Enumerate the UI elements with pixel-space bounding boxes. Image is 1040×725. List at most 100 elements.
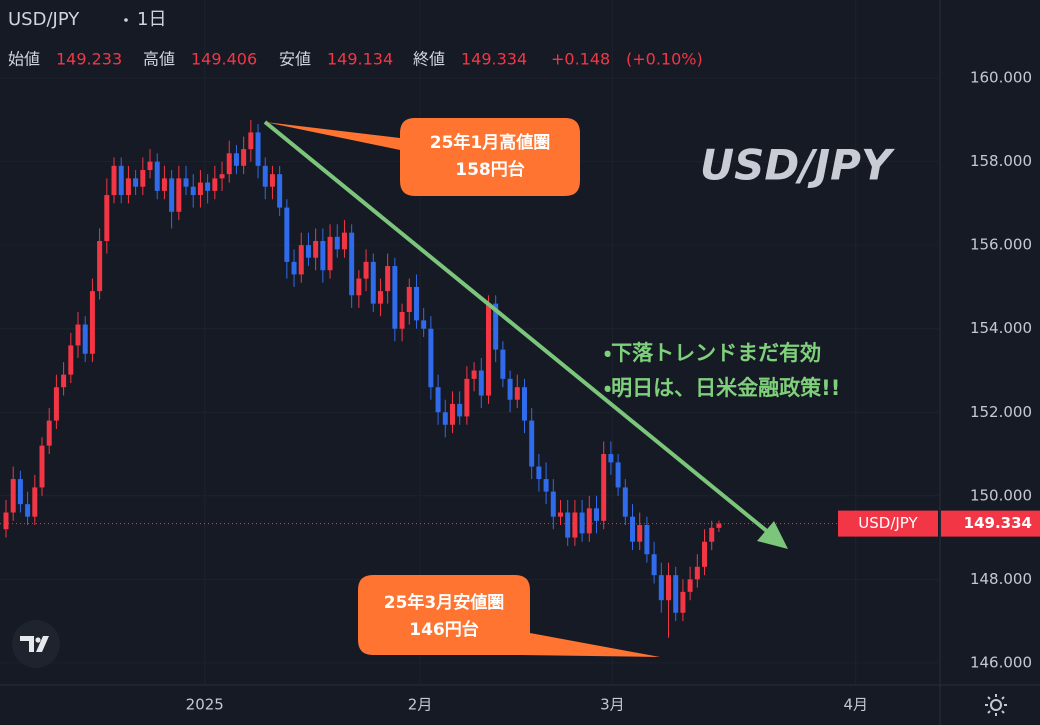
candle-body <box>176 178 182 212</box>
candle-body <box>529 420 535 467</box>
candle-body <box>507 378 513 400</box>
candle-body <box>226 153 232 175</box>
candle-body <box>709 527 715 542</box>
candle-body <box>125 178 131 196</box>
x-tick-label: 4月 <box>843 696 868 714</box>
candle-body <box>370 261 376 304</box>
candle-body <box>118 165 124 196</box>
candle-body <box>428 328 434 388</box>
candle-body <box>305 245 311 258</box>
candle-body <box>680 591 686 613</box>
interval: 1日 <box>137 9 166 30</box>
candle-body <box>565 512 571 538</box>
candle-body <box>298 245 304 275</box>
candle-body <box>269 174 275 187</box>
candle-body <box>493 303 499 350</box>
y-tick-label: 160.000 <box>970 69 1032 87</box>
candle-body <box>622 487 628 517</box>
candle-body <box>212 178 218 191</box>
candle-body <box>10 479 16 513</box>
candle-body <box>140 169 146 187</box>
change-percent: (+0.10%) <box>626 50 703 69</box>
candle-body <box>651 554 657 576</box>
candle-body <box>320 241 326 271</box>
candle-body <box>17 479 23 505</box>
candle-body <box>97 241 103 292</box>
y-tick-label: 158.000 <box>970 152 1032 170</box>
candle-body <box>608 454 614 463</box>
candle-body <box>75 324 81 346</box>
callout-text: 158円台 <box>455 159 525 180</box>
separator <box>124 18 128 22</box>
candle-body <box>666 575 672 601</box>
candle-body <box>255 132 261 166</box>
candle-body <box>349 232 355 296</box>
candle-body <box>61 374 67 388</box>
candle-body <box>615 462 621 488</box>
trend-arrow <box>263 120 770 534</box>
candle-body <box>687 579 693 592</box>
y-tick-label: 156.000 <box>970 236 1032 254</box>
candle-body <box>435 387 441 413</box>
y-tick-label: 148.000 <box>970 570 1032 588</box>
candle-body <box>673 575 679 613</box>
ohlc-label: 始値 <box>8 50 40 69</box>
note: ・明日は、日米金融政策!! <box>604 376 840 400</box>
candle-body <box>241 149 247 166</box>
candle-body <box>327 236 333 271</box>
candle-body <box>190 186 196 196</box>
candle-body <box>500 349 506 379</box>
candle-body <box>46 420 52 446</box>
x-tick-label: 2月 <box>408 696 433 714</box>
candle-body <box>399 312 405 329</box>
candle-body <box>457 403 463 417</box>
candle-body <box>694 566 700 580</box>
candle-body <box>716 523 722 528</box>
candle-body <box>233 153 239 166</box>
settings-icon[interactable] <box>985 694 1007 716</box>
candle-body <box>25 504 31 517</box>
candle-body <box>637 525 643 542</box>
candle-body <box>219 174 225 179</box>
candle-body <box>449 403 455 425</box>
candle-body <box>205 182 211 191</box>
y-tick-label: 150.000 <box>970 486 1032 504</box>
candle-body <box>471 370 477 379</box>
candle-body <box>53 387 59 421</box>
candle-body <box>291 261 297 275</box>
candle-body <box>586 508 592 534</box>
candle-body <box>161 178 167 191</box>
candle-body <box>32 487 38 517</box>
candle-body <box>133 178 139 187</box>
candle-body <box>392 266 398 329</box>
candles <box>0 119 940 638</box>
logo[interactable] <box>12 620 60 668</box>
candle-body <box>658 575 664 601</box>
candle-body <box>169 178 175 212</box>
callout-text: 146円台 <box>409 619 479 640</box>
candle-body <box>277 174 283 208</box>
watermark: USD/JPY <box>700 141 895 190</box>
candle-body <box>514 387 520 400</box>
ohlc-value: 149.233 <box>56 50 122 69</box>
candle-body <box>39 445 45 488</box>
candle-body <box>543 479 549 492</box>
symbol: USD/JPY <box>8 9 80 30</box>
y-tick-label: 154.000 <box>970 319 1032 337</box>
ohlc-label: 安値 <box>279 50 311 69</box>
y-tick-label: 146.000 <box>970 653 1032 671</box>
candle-body <box>334 236 340 250</box>
candle-body <box>413 286 419 321</box>
candle-body <box>644 525 650 555</box>
ohlc-value: 149.334 <box>461 50 527 69</box>
y-tick-label: 152.000 <box>970 403 1032 421</box>
note: ・下落トレンドまだ有効 <box>604 341 821 365</box>
callout-box <box>265 118 580 196</box>
candle-body <box>248 132 254 150</box>
candle-body <box>536 466 542 480</box>
trend-arrow-head <box>757 521 788 549</box>
candle-body <box>594 508 600 521</box>
candle-body <box>377 291 383 304</box>
change: +0.148 <box>551 50 610 69</box>
